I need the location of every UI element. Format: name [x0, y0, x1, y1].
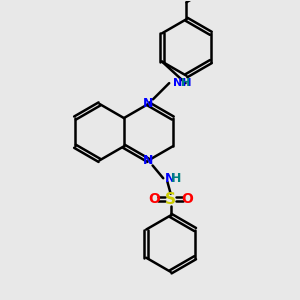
Text: H: H [171, 172, 181, 185]
Text: O: O [148, 192, 160, 206]
Text: N: N [164, 172, 175, 185]
Text: S: S [165, 191, 176, 206]
Text: N: N [143, 98, 154, 110]
Text: O: O [181, 192, 193, 206]
Text: NH: NH [173, 78, 191, 88]
Text: N: N [143, 154, 154, 167]
Text: H: H [182, 78, 190, 88]
